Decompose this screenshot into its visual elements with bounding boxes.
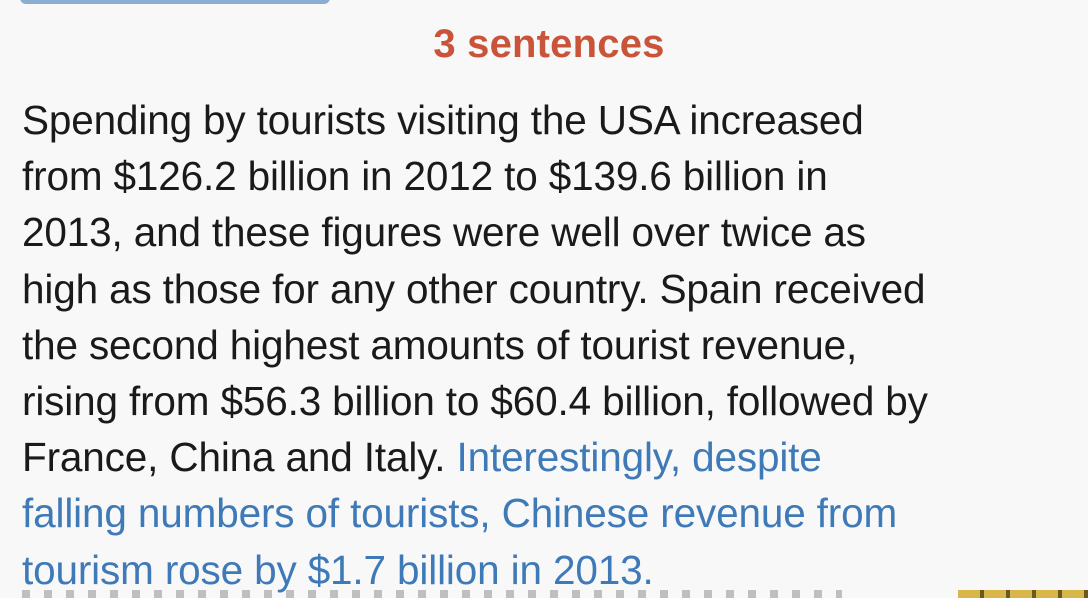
paragraph-line-2: from $126.2 billion in 2012 to $139.6 bi… <box>22 153 828 200</box>
highlighted-line-8: falling numbers of tourists, Chinese rev… <box>22 490 898 537</box>
line-7-text: France, China and Italy. <box>22 434 446 481</box>
paragraph-line-3: 2013, and these figures were well over t… <box>22 209 866 256</box>
paragraph-line-6: rising from $56.3 billion to $60.4 billi… <box>22 378 928 425</box>
corner-decoration <box>958 590 1088 598</box>
cropped-title-fragment <box>20 0 330 4</box>
slide-heading: 3 sentences <box>433 22 665 66</box>
highlighted-sentence-start: Interestingly, despite <box>456 434 822 481</box>
summary-paragraph: Spending by tourists visiting the USA in… <box>22 92 1082 598</box>
paragraph-line-4: high as those for any other country. Spa… <box>22 265 926 312</box>
cropped-next-line-fragment <box>22 590 842 598</box>
paragraph-line-7: France, China and Italy. Interestingly, … <box>22 429 1082 485</box>
highlighted-line-9: tourism rose by $1.7 billion in 2013. <box>22 546 654 593</box>
paragraph-line-5: the second highest amounts of tourist re… <box>22 321 858 368</box>
paragraph-line-1: Spending by tourists visiting the USA in… <box>22 97 864 143</box>
